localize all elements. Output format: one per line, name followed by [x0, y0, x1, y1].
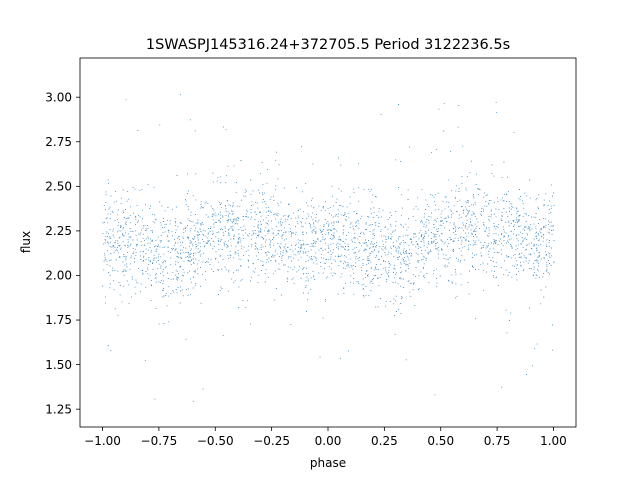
y-axis: 1.25 1.50 1.75 2.00 2.25 2.50 2.75 3.00: [45, 90, 80, 416]
y-axis-label: flux: [19, 231, 33, 253]
y-tick-label: 1.75: [45, 313, 72, 327]
y-tick-label: 1.25: [45, 402, 72, 416]
x-tick-label: −0.50: [197, 434, 234, 448]
x-tick-label: −1.00: [84, 434, 121, 448]
x-tick-label: 0.00: [315, 434, 342, 448]
x-axis-label: phase: [310, 456, 346, 470]
x-tick-label: 0.50: [427, 434, 454, 448]
x-tick-label: 0.25: [371, 434, 398, 448]
scatter-points: [102, 94, 555, 402]
y-tick-label: 2.00: [45, 269, 72, 283]
y-tick-label: 2.75: [45, 135, 72, 149]
data-points: [102, 94, 555, 402]
y-tick-label: 1.50: [45, 358, 72, 372]
x-tick-label: −0.25: [253, 434, 290, 448]
x-tick-label: −0.75: [141, 434, 178, 448]
chart-title: 1SWASPJ145316.24+372705.5 Period 3122236…: [146, 37, 510, 53]
y-tick-label: 3.00: [45, 90, 72, 104]
x-tick-label: 0.75: [484, 434, 511, 448]
x-axis: −1.00 −0.75 −0.50 −0.25 0.00 0.25 0.50 0.75 1.00: [84, 427, 567, 448]
y-tick-label: 2.25: [45, 224, 72, 238]
x-tick-label: 1.00: [540, 434, 567, 448]
y-tick-label: 2.50: [45, 180, 72, 194]
